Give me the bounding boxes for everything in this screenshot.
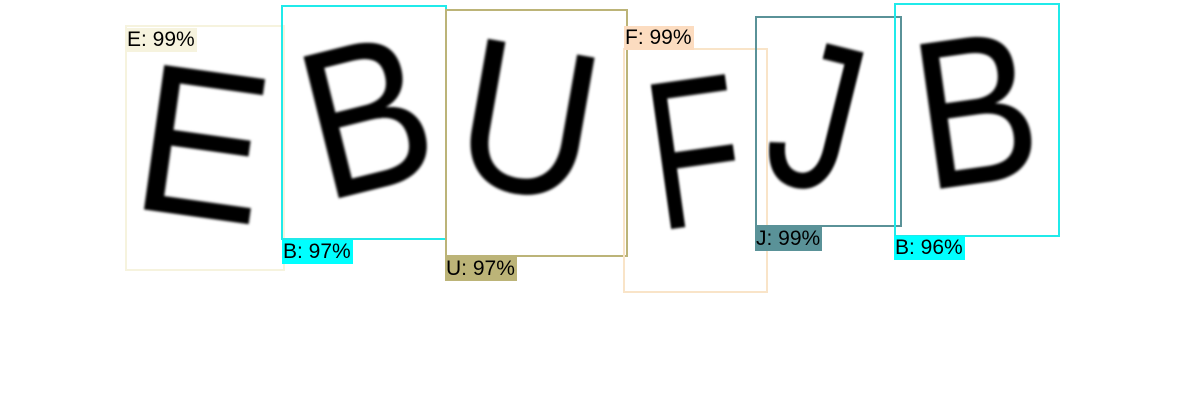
detection-box-j xyxy=(755,16,902,227)
detection-label-e: E: 99% xyxy=(126,28,197,52)
detection-label-b-second: B: 96% xyxy=(894,236,965,260)
detection-label-u: U: 97% xyxy=(445,257,517,281)
detection-label-b-first: B: 97% xyxy=(282,240,353,264)
detection-box-b-first xyxy=(281,5,447,240)
detection-box-u xyxy=(445,9,628,257)
detection-box-f xyxy=(623,48,768,293)
detection-box-e xyxy=(125,25,285,271)
detection-box-b-second xyxy=(894,3,1060,237)
detection-label-j: J: 99% xyxy=(755,227,823,251)
detection-label-f: F: 99% xyxy=(624,26,694,50)
